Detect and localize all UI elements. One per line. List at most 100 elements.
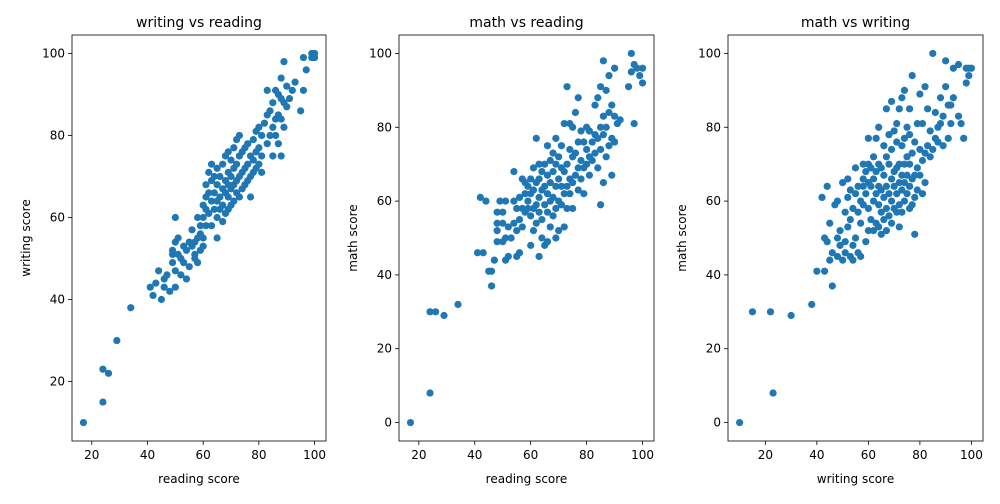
y-tick-label: 40 (377, 268, 392, 282)
data-point (885, 160, 893, 168)
data-point (594, 134, 602, 142)
data-point (213, 181, 221, 189)
data-point (577, 127, 585, 135)
data-point (857, 219, 865, 227)
data-point (524, 204, 532, 213)
data-point (808, 300, 816, 309)
data-point (913, 186, 921, 194)
x-axis-label: reading score (158, 472, 240, 486)
data-point (636, 72, 644, 80)
data-point (602, 123, 610, 131)
data-point (882, 105, 891, 113)
data-point (867, 215, 875, 224)
data-point (202, 181, 210, 189)
data-point (277, 115, 285, 123)
x-tick-label: 20 (84, 448, 99, 462)
data-point (895, 201, 903, 209)
data-point (596, 145, 605, 154)
data-point (844, 193, 852, 201)
data-point (911, 230, 919, 238)
data-point (258, 131, 266, 140)
data-point (936, 94, 945, 102)
data-point (563, 160, 571, 168)
y-tick-label: 100 (42, 46, 65, 60)
data-point (277, 74, 285, 82)
data-point (224, 148, 232, 156)
data-point (624, 83, 633, 91)
data-point (246, 193, 255, 201)
x-tick-label: 80 (251, 448, 266, 462)
data-point (493, 227, 501, 235)
data-point (638, 64, 647, 72)
data-point (569, 179, 577, 187)
data-point (219, 201, 227, 209)
data-point (566, 190, 574, 198)
data-point (846, 215, 854, 224)
data-point (908, 149, 916, 157)
scatter-series (406, 49, 647, 427)
data-point (479, 249, 487, 257)
data-point (510, 219, 518, 227)
data-point (921, 83, 929, 91)
x-tick-label: 100 (631, 448, 654, 462)
data-point (79, 418, 88, 427)
data-point (283, 103, 291, 111)
data-point (515, 193, 524, 201)
data-point (194, 259, 202, 267)
subplot-3: 20 40 60 80 100 0 20 40 60 80 100 math vs writing wr… (675, 15, 984, 486)
data-point (543, 142, 552, 150)
data-point (900, 160, 909, 168)
data-point (266, 107, 274, 115)
data-point (833, 234, 842, 242)
data-point (524, 197, 532, 205)
data-point (594, 94, 602, 102)
data-point (232, 160, 241, 168)
data-point (605, 108, 613, 117)
data-point (513, 227, 521, 235)
data-point (916, 90, 924, 98)
data-point (207, 197, 216, 205)
data-point (216, 193, 224, 201)
data-point (893, 119, 901, 128)
data-point (560, 190, 568, 198)
y-tick-label: 0 (713, 416, 721, 430)
data-point (529, 164, 538, 172)
data-point (235, 193, 243, 201)
data-point (591, 101, 599, 109)
data-point (823, 238, 831, 246)
data-point (552, 182, 560, 190)
data-point (216, 172, 224, 181)
x-tick-label: 20 (411, 448, 426, 462)
data-point (227, 156, 235, 164)
data-point (269, 99, 277, 107)
x-tick-label: 60 (196, 448, 211, 462)
data-point (844, 175, 852, 183)
data-point (880, 171, 888, 179)
data-point (255, 123, 263, 131)
data-point (538, 215, 546, 224)
data-point (210, 205, 218, 213)
x-tick-label: 80 (912, 448, 927, 462)
data-point (310, 53, 319, 62)
data-point (895, 105, 903, 113)
data-point (493, 238, 501, 246)
data-point (440, 311, 448, 320)
data-point (960, 134, 968, 142)
data-point (510, 167, 518, 176)
data-point (569, 204, 577, 213)
data-point (199, 234, 207, 242)
data-point (913, 164, 921, 172)
data-point (608, 171, 616, 179)
data-point (949, 94, 957, 102)
data-point (496, 197, 504, 205)
data-point (432, 308, 440, 316)
data-point (527, 175, 535, 183)
data-point (583, 160, 591, 168)
data-point (535, 208, 543, 216)
data-point (299, 86, 308, 94)
data-point (566, 145, 574, 154)
data-point (605, 142, 613, 150)
data-point (580, 190, 588, 198)
data-point (532, 219, 540, 227)
data-point (563, 83, 571, 91)
